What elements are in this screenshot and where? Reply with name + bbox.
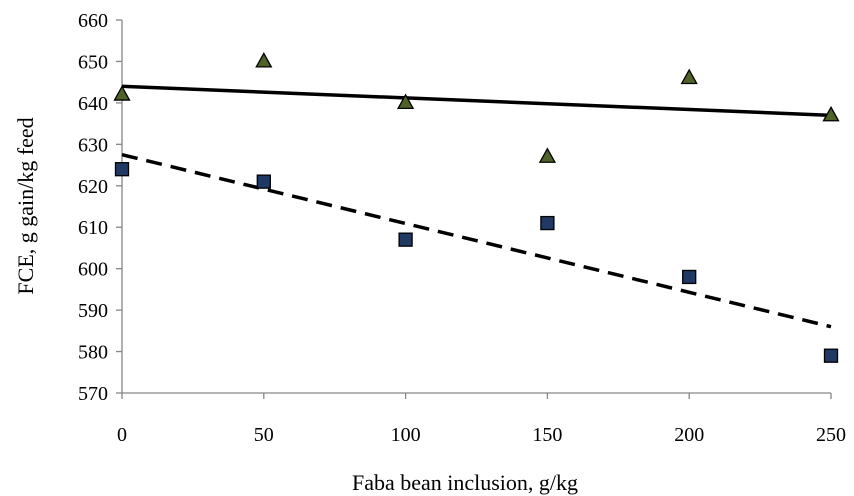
triangle-point <box>538 147 557 163</box>
square-point <box>398 232 413 247</box>
x-ticks-group: 0 50 100 150 200 250 <box>117 393 846 446</box>
x-tick-label: 100 <box>391 424 421 446</box>
x-axis-title: Faba bean inclusion, g/kg <box>352 470 578 495</box>
x-tick-label: 250 <box>816 424 846 446</box>
triangle-point <box>396 93 415 109</box>
x-tick-label: 150 <box>532 424 562 446</box>
points-group <box>113 52 840 363</box>
square-point <box>540 215 555 231</box>
y-axis-title: FCE, g gain/kg feed <box>13 117 38 294</box>
trendlines-group <box>121 84 832 329</box>
trendline-solid <box>121 84 832 118</box>
y-tick-label: 590 <box>78 300 108 322</box>
y-tick-label: 640 <box>78 93 108 115</box>
triangle-point <box>680 68 698 85</box>
y-tick-label: 660 <box>78 10 108 32</box>
y-tick-label: 600 <box>78 259 108 281</box>
triangle-point <box>113 85 131 101</box>
y-tick-label: 570 <box>78 383 108 405</box>
x-tick-label: 0 <box>117 424 127 446</box>
triangle-point <box>255 52 273 68</box>
square-point <box>682 269 697 285</box>
square-point <box>823 348 839 363</box>
y-tick-label: 580 <box>78 342 108 364</box>
square-point <box>114 162 130 177</box>
y-tick-label: 650 <box>78 51 108 73</box>
x-tick-label: 200 <box>674 424 704 446</box>
triangle-point <box>822 105 840 122</box>
y-tick-label: 610 <box>78 217 108 239</box>
y-ticks-group: 570 580 590 600 610 620 630 640 650 660 <box>78 10 122 405</box>
x-tick-label: 50 <box>254 424 274 446</box>
trendline-dashed <box>121 152 832 329</box>
y-tick-label: 630 <box>78 134 108 156</box>
y-tick-label: 620 <box>78 176 108 198</box>
square-point <box>256 174 271 189</box>
axes-group <box>121 20 831 394</box>
